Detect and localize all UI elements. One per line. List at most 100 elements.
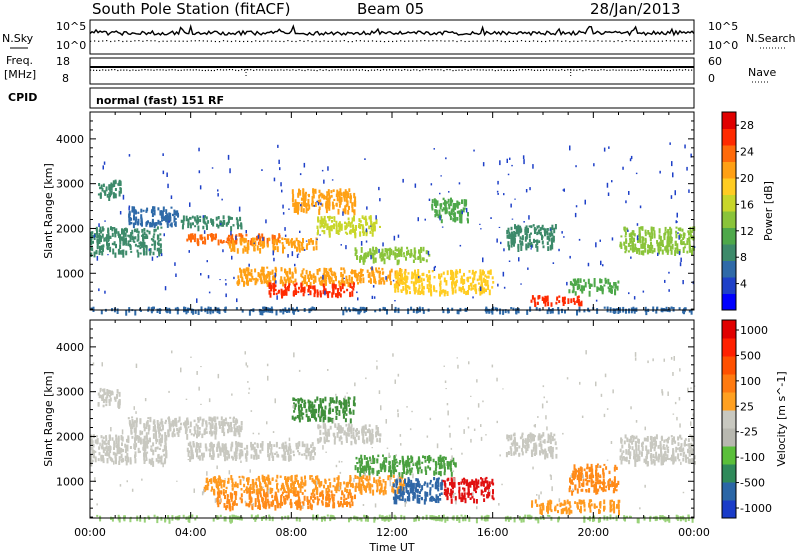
nsearch-point (557, 40, 558, 41)
range-tick-label: 2000 (56, 430, 84, 443)
nave-point (205, 70, 206, 71)
nave-point (597, 70, 598, 71)
nave-point (295, 70, 296, 71)
data-region-2 (128, 206, 179, 228)
nsearch-point (525, 41, 526, 42)
nave-point (522, 69, 523, 70)
nave-point (519, 69, 520, 70)
nave-point (238, 70, 239, 71)
nsearch-point (477, 41, 478, 42)
nave-point (407, 70, 408, 71)
freq-panel-frame (90, 58, 694, 84)
nsearch-point (384, 41, 385, 42)
colorbar-swatch (722, 500, 736, 519)
nave-point (628, 70, 629, 71)
nave-point (326, 69, 327, 70)
nave-point (241, 69, 242, 70)
nave-point (489, 69, 490, 70)
nsearch-point (303, 41, 304, 42)
nsearch-point (585, 40, 586, 41)
nave-point (202, 70, 203, 71)
colorbar-tick-label: -25 (740, 426, 758, 439)
nsearch-point (364, 41, 365, 42)
nsky-label: N.Sky (2, 32, 34, 45)
nave-point (262, 69, 263, 70)
data-region-1 (98, 180, 122, 201)
nsearch-point (489, 41, 490, 42)
time-tick-label: 20:00 (577, 526, 609, 539)
nsearch-point (227, 41, 228, 42)
nave-point (193, 69, 194, 70)
nsearch-point (171, 40, 172, 41)
nave-point (667, 70, 668, 71)
nsearch-point (360, 40, 361, 41)
data-region-5 (216, 490, 356, 511)
data-region-15 (568, 278, 619, 297)
nsearch-point (102, 40, 103, 41)
colorbar-swatch (722, 244, 736, 261)
data-region-12 (531, 499, 620, 515)
nave-point (664, 70, 665, 71)
colorbar-swatch (722, 145, 736, 162)
nave-point (392, 70, 393, 71)
colorbar-swatch (722, 211, 736, 228)
nsearch-point (307, 40, 308, 41)
nave-point (111, 69, 112, 70)
nsearch-point (191, 40, 192, 41)
nsearch-point (469, 41, 470, 42)
nave-point (446, 69, 447, 70)
colorbar-swatch (722, 294, 736, 311)
nave-point (452, 70, 453, 71)
nsearch-point (396, 41, 397, 42)
nave-point (232, 69, 233, 70)
nave-point (513, 70, 514, 71)
nave-point (516, 70, 517, 71)
nsearch-point (646, 41, 647, 42)
nave-point (471, 69, 472, 70)
nave-point (679, 69, 680, 70)
colorbar-swatch (722, 261, 736, 278)
nsearch-point (581, 40, 582, 41)
nave-point (673, 69, 674, 70)
colorbar-swatch (722, 195, 736, 212)
nsearch-point (183, 41, 184, 42)
nave-point (416, 69, 417, 70)
nave-point (682, 70, 683, 71)
nave-point (422, 69, 423, 70)
nsearch-point (110, 41, 111, 42)
nave-point (579, 69, 580, 70)
data-region-16 (619, 226, 695, 256)
nave-point (96, 70, 97, 71)
range-tick-label: 3000 (56, 178, 84, 191)
nsearch-point (444, 41, 445, 42)
nsearch-point (549, 40, 550, 41)
range-tick-label: 4000 (56, 133, 84, 146)
nave-point (528, 69, 529, 70)
nsearch-point (235, 40, 236, 41)
nave-point (208, 70, 209, 71)
nsearch-point (223, 40, 224, 41)
time-tick-label: 12:00 (376, 526, 408, 539)
nsearch-point (163, 41, 164, 42)
nsky-tick-top: 10^5 (56, 20, 86, 33)
nave-point (437, 69, 438, 70)
nave-point (377, 69, 378, 70)
data-region-7 (317, 423, 382, 445)
nsearch-point (674, 40, 675, 41)
nsearch-point (271, 41, 272, 42)
nave-point (274, 70, 275, 71)
nsearch-point (650, 41, 651, 42)
nsearch-point (670, 40, 671, 41)
colorbar-tick-label: 25 (740, 400, 754, 413)
nave-point (90, 70, 91, 71)
nsearch-point (90, 41, 91, 42)
nsearch-point (404, 41, 405, 42)
nave-point (147, 69, 148, 70)
data-region-0 (90, 226, 162, 258)
nsearch-point (179, 41, 180, 42)
nsearch-point (420, 40, 421, 41)
nsearch-point (154, 40, 155, 41)
nsearch-point (263, 41, 264, 42)
nave-point (335, 69, 336, 70)
